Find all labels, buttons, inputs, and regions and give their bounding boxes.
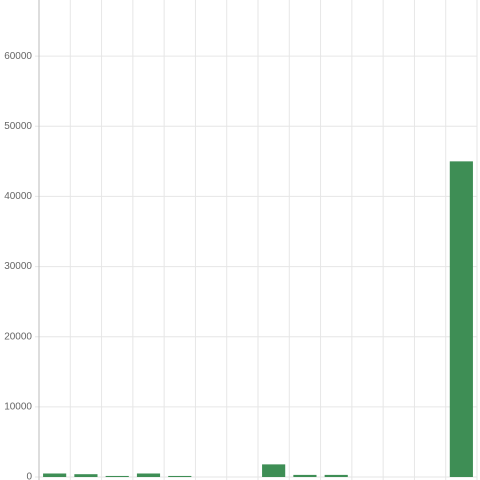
y-tick-label: 40000 (4, 191, 32, 202)
y-tick-label: 10000 (4, 401, 32, 412)
bar (43, 473, 67, 477)
bar (324, 474, 348, 477)
y-tick-label: 50000 (4, 121, 32, 132)
bar (136, 473, 161, 477)
bar (293, 474, 317, 477)
y-tick-label: 0 (26, 472, 32, 480)
bar (105, 475, 129, 477)
y-tick-label: 20000 (4, 331, 32, 342)
bar (168, 475, 192, 477)
bar (74, 474, 98, 477)
bar (262, 464, 286, 477)
bar (449, 161, 473, 477)
y-tick-label: 30000 (4, 261, 32, 272)
y-tick-label: 60000 (4, 51, 32, 62)
